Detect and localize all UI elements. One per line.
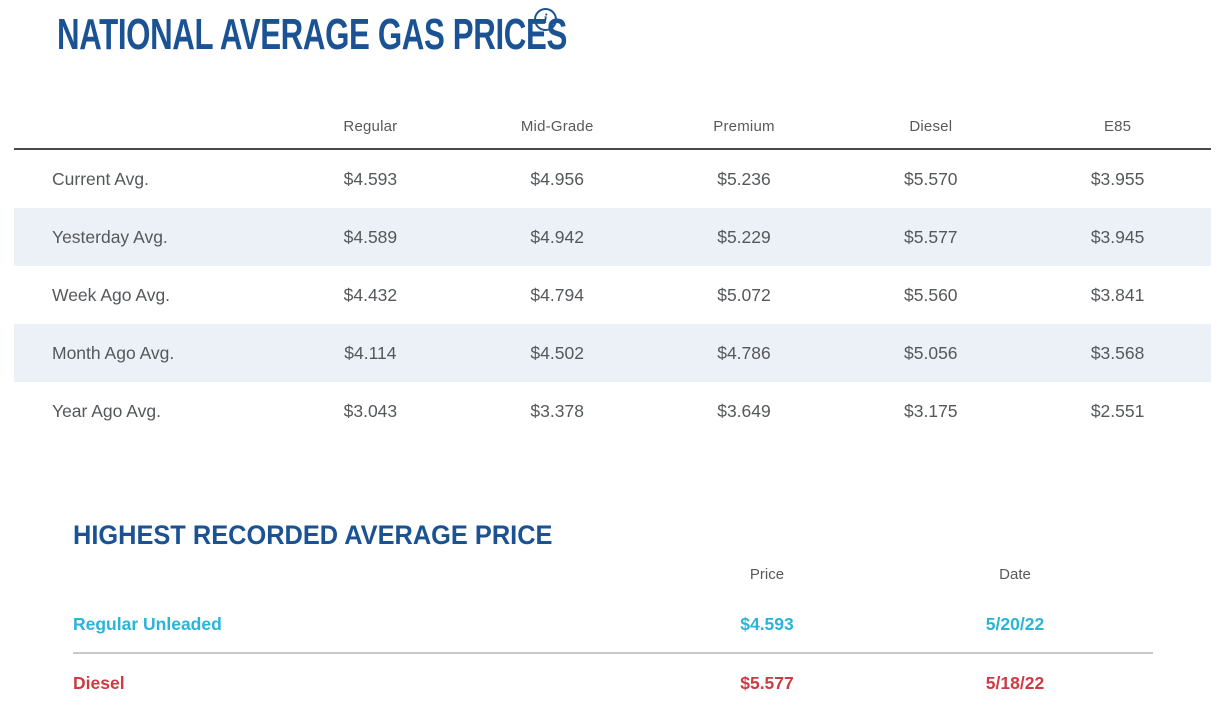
price-cell: $4.794 [530, 284, 584, 305]
price-cell: $3.378 [530, 400, 584, 421]
row-label: Yesterday Avg. [52, 226, 168, 247]
highest-price-value: $5.577 [740, 673, 794, 693]
highest-price-value: $4.593 [740, 614, 794, 634]
price-cell: $5.056 [904, 342, 958, 363]
price-cell: $4.114 [344, 342, 397, 363]
price-cell: $5.072 [717, 284, 771, 305]
fuel-type-label: Regular Unleaded [73, 614, 222, 634]
highest-price-date: 5/20/22 [985, 614, 1045, 634]
date-column-header: Date [999, 566, 1031, 583]
row-label: Month Ago Avg. [52, 342, 175, 363]
column-header: Mid-Grade [520, 118, 594, 135]
price-column-header: Price [749, 566, 785, 583]
price-cell: $2.551 [1090, 400, 1145, 421]
page-title: NATIONAL AVERAGE GAS PRICES [57, 10, 775, 60]
highest-recorded-section: HIGHEST RECORDED AVERAGE PRICE Price Dat… [73, 520, 1155, 720]
row-label: Year Ago Avg. [52, 400, 161, 421]
table-row: Current Avg. $4.593 $4.956 $5.236 $5.570 $3.9… [14, 150, 1211, 208]
price-cell: $4.942 [530, 226, 584, 247]
price-cell: $4.432 [343, 284, 398, 305]
row-label: Current Avg. [52, 168, 149, 189]
column-header: Regular [343, 118, 398, 135]
column-header: Diesel [909, 118, 953, 135]
highest-table-header: Price Date [73, 566, 1155, 586]
column-header: Premium [713, 118, 775, 135]
table-row: Month Ago Avg. $4.114 $4.502 $4.786 $5.056 $3… [14, 324, 1211, 382]
row-label: Week Ago Avg. [52, 284, 171, 305]
table-row: Year Ago Avg. $3.043 $3.378 $3.649 $3.175 $2.… [14, 382, 1211, 440]
price-cell: $4.589 [343, 226, 398, 247]
section-title: HIGHEST RECORDED AVERAGE PRICE [73, 520, 553, 550]
price-cell: $3.841 [1090, 284, 1145, 305]
price-cell: $5.570 [904, 168, 958, 189]
table-row: Diesel $5.577 5/18/22 [73, 673, 1155, 695]
info-icon[interactable]: i [534, 8, 557, 31]
fuel-type-label: Diesel [73, 673, 125, 693]
price-cell: $5.229 [717, 226, 771, 247]
table-row: Week Ago Avg. $4.432 $4.794 $5.072 $5.560 $3.… [14, 266, 1211, 324]
row-divider [73, 652, 1153, 654]
gas-table-header: Regular Mid-Grade Premium Diesel E85 [14, 105, 1211, 150]
table-row: Regular Unleaded $4.593 5/20/22 [73, 614, 1155, 636]
column-header: E85 [1103, 118, 1132, 135]
price-cell: $3.043 [343, 400, 398, 421]
table-row: Yesterday Avg. $4.589 $4.942 $5.229 $5.577 $3… [14, 208, 1211, 266]
price-cell: $4.593 [343, 168, 398, 189]
page-title-text: NATIONAL AVERAGE GAS PRICES [57, 10, 567, 59]
price-cell: $3.955 [1090, 168, 1145, 189]
gas-price-table: Regular Mid-Grade Premium Diesel E85 Current… [14, 105, 1211, 440]
price-cell: $4.956 [530, 168, 584, 189]
price-cell: $3.175 [904, 400, 958, 421]
price-cell: $5.560 [904, 284, 958, 305]
price-cell: $4.502 [530, 342, 584, 363]
price-cell: $4.786 [717, 342, 771, 363]
highest-price-date: 5/18/22 [985, 673, 1045, 693]
gas-table-rows: Current Avg. $4.593 $4.956 $5.236 $5.570 $3.9… [14, 150, 1211, 440]
price-cell: $3.945 [1090, 226, 1145, 247]
price-cell: $5.236 [717, 168, 771, 189]
price-cell: $3.649 [717, 400, 771, 421]
price-cell: $5.577 [904, 226, 958, 247]
price-cell: $3.568 [1090, 342, 1145, 363]
